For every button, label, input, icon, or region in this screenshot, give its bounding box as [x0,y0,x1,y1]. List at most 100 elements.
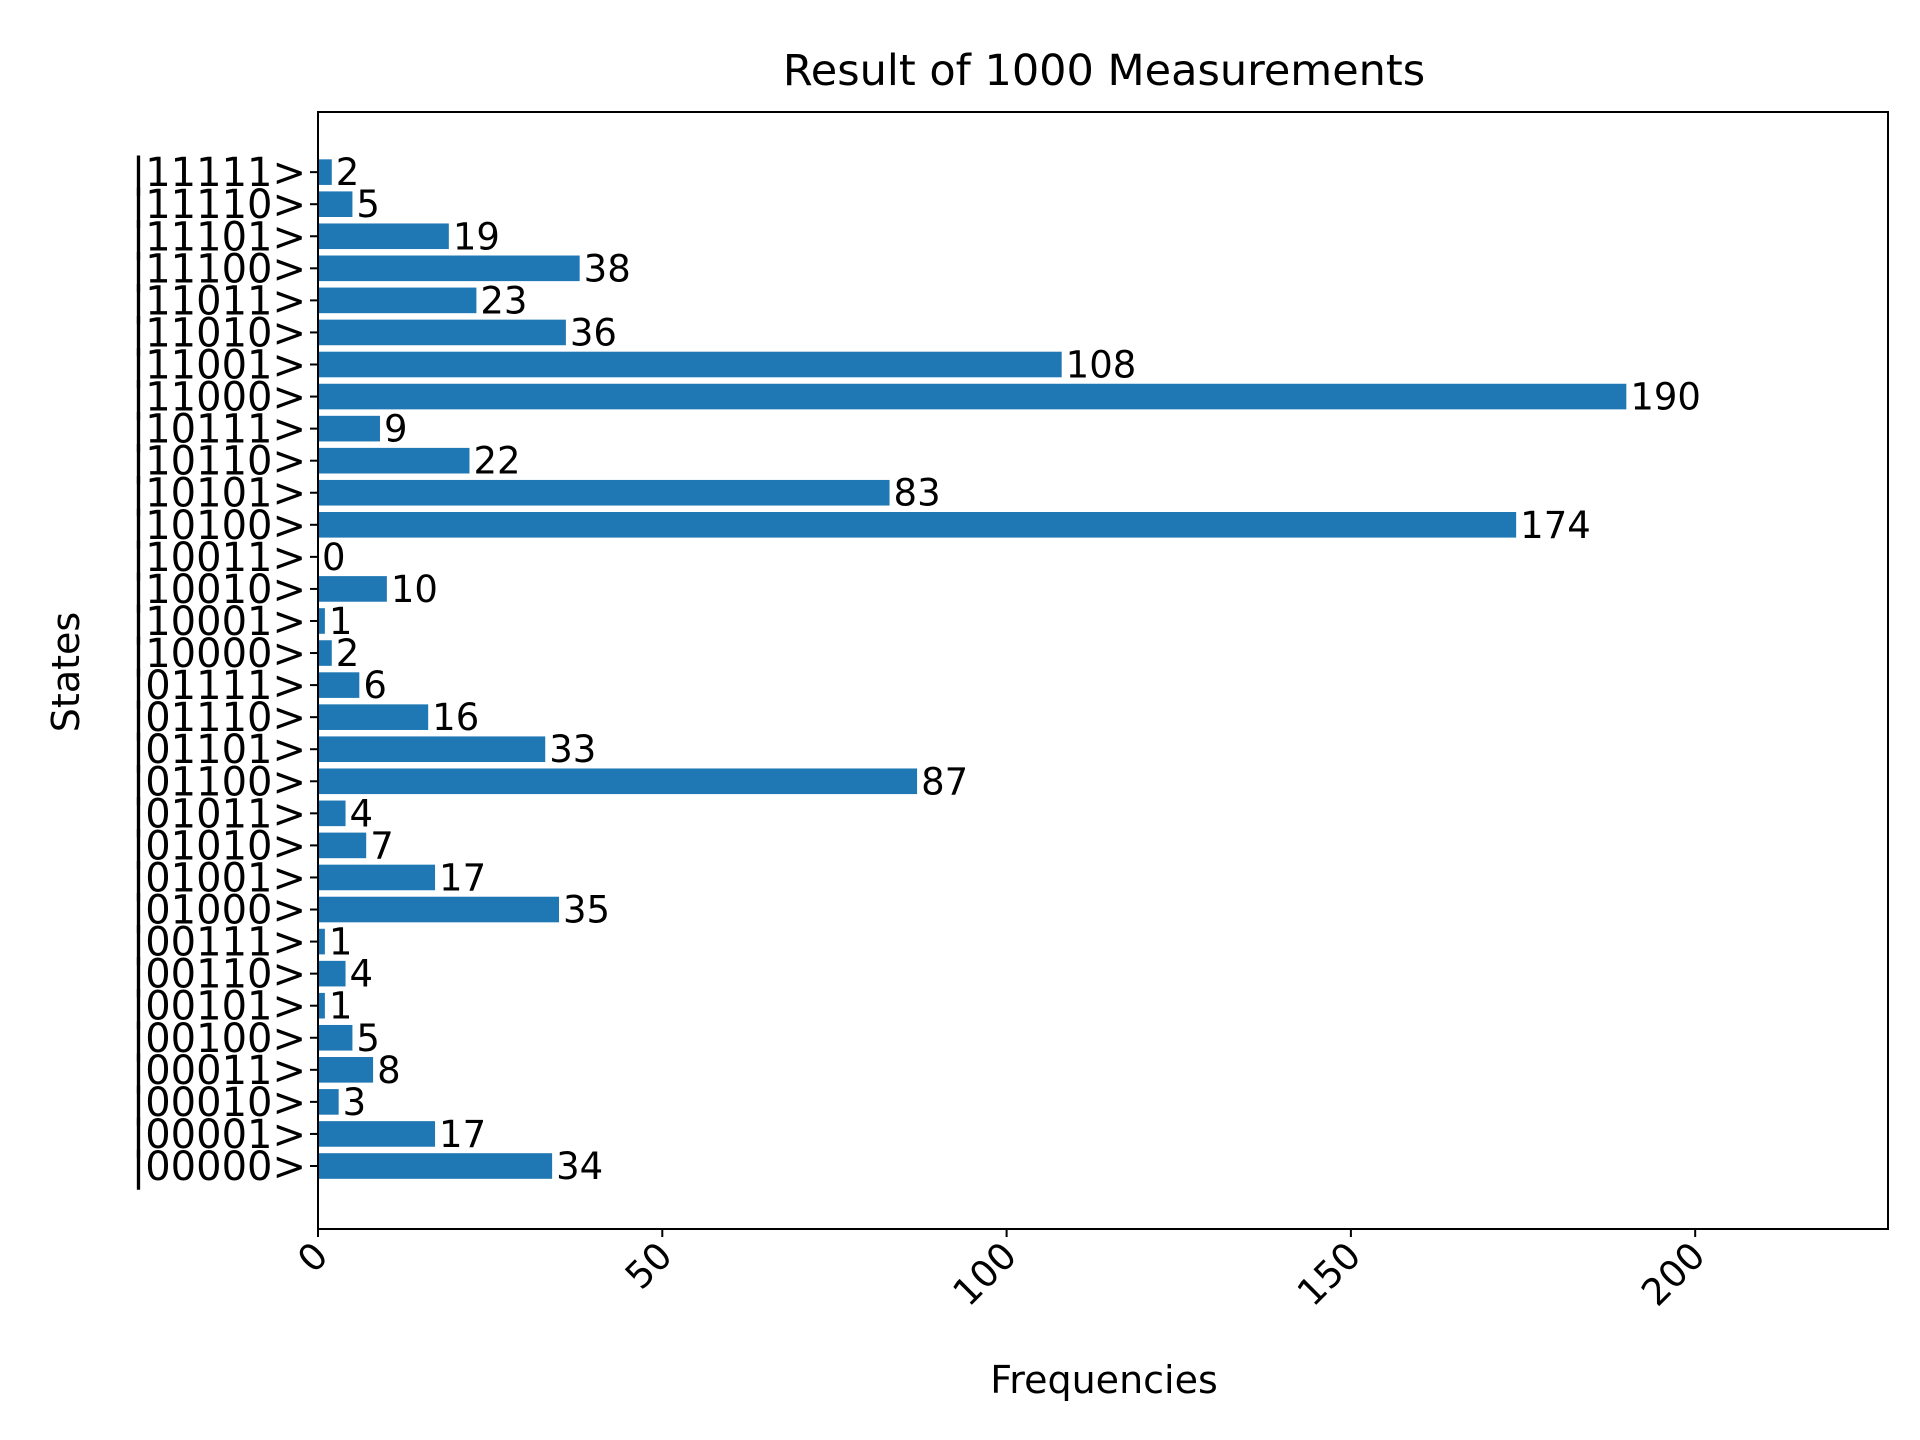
x-tick-label: 150 [1289,1234,1369,1314]
bar-value-label: 17 [439,856,486,899]
y-tick-label: |10111> [132,407,306,453]
y-tick-label: |00111> [132,920,306,966]
y-tick-label: |11000> [132,375,306,421]
bar [318,576,387,602]
bar [318,1121,436,1147]
value-labels-group: 3417385141351774873316621100174832291901… [322,151,1701,1188]
y-tick-label: |11111> [132,150,306,196]
bar-value-label: 17 [439,1113,486,1156]
y-tick-label: |00001> [132,1112,306,1158]
y-tick-label: |11100> [132,246,306,292]
y-axis-label: States [44,612,88,732]
y-tick-label: |10000> [132,631,306,677]
bar-value-label: 5 [356,1017,380,1060]
bar-value-label: 19 [453,215,500,258]
y-tick-label: |11001> [132,343,306,389]
bar [318,832,367,859]
y-tick-label: |00010> [132,1080,306,1126]
bar [318,351,1062,378]
bar [318,608,325,634]
y-tick-label: |01100> [132,759,306,805]
bar-value-label: 8 [377,1049,401,1092]
y-tick-label: |01110> [132,695,306,741]
bar [318,319,566,346]
bar-value-label: 2 [336,632,360,675]
y-tick-label: |01001> [132,855,306,901]
bar-value-label: 9 [384,408,408,451]
bar-value-label: 7 [370,824,394,867]
y-tick-label: |10110> [132,439,306,485]
bar-value-label: 33 [549,728,596,771]
bar-value-label: 22 [473,440,520,483]
y-tick-label: |11110> [132,182,306,228]
x-tick-label: 0 [289,1234,336,1281]
bar [318,992,325,1019]
x-tick-label: 50 [617,1234,681,1298]
bar-value-label: 174 [1520,504,1591,547]
bar [318,640,332,666]
bars-group [318,159,1627,1179]
bar [318,159,332,185]
bar [318,479,890,506]
bar-value-label: 1 [329,600,353,643]
bar [318,800,346,827]
bar-value-label: 35 [563,889,610,932]
bar-value-label: 4 [350,792,374,835]
y-tick-label: |01011> [132,791,306,837]
bar [318,447,470,474]
bar [318,287,477,314]
bar-value-label: 36 [570,311,617,354]
bar [318,928,325,955]
bar-value-label: 34 [556,1145,603,1188]
bar [318,223,449,250]
bar-value-label: 0 [322,536,346,579]
bar [318,1153,553,1179]
bar-value-label: 87 [921,760,968,803]
bar-value-label: 83 [894,472,941,515]
bar [318,255,580,282]
bar [318,736,546,763]
bar-value-label: 1 [329,921,353,964]
y-tick-label: |00110> [132,952,306,998]
bar-value-label: 3 [343,1081,367,1124]
bar-value-label: 38 [584,247,631,290]
y-tick-label: |01111> [132,663,306,709]
x-axis-label: Frequencies [990,1358,1218,1402]
y-tick-label: |10001> [132,599,306,645]
y-tick-label: |00000> [132,1144,306,1190]
bar [318,704,429,730]
y-tick-label: |01000> [132,888,306,934]
bar-value-label: 10 [391,568,438,611]
y-tick-label: |01010> [132,823,306,869]
y-tick-label: |11010> [132,310,306,356]
bar [318,768,918,795]
y-tick-label: |00011> [132,1048,306,1094]
chart-title: Result of 1000 Measurements [783,46,1425,96]
bar-value-label: 108 [1066,344,1137,387]
y-tick-label: |11011> [132,278,306,324]
y-tick-label: |00100> [132,1016,306,1062]
x-tick-label: 200 [1633,1234,1713,1314]
bar [318,672,360,698]
bar [318,864,436,891]
x-axis-ticks: 0 50 100 150 200 [289,1229,1714,1314]
y-tick-label: |10010> [132,567,306,613]
bar [318,1057,374,1083]
y-tick-label: |01101> [132,727,306,773]
bar [318,960,346,987]
x-tick-label: 100 [945,1234,1025,1314]
bar-value-label: 23 [480,279,527,322]
y-tick-label: |10011> [132,535,306,581]
bar [318,415,380,442]
bar [318,191,353,217]
y-tick-label: |00101> [132,984,306,1030]
bar-value-label: 5 [356,183,380,226]
bar-value-label: 1 [329,985,353,1028]
y-tick-label: |10100> [132,503,306,549]
y-tick-label: |11101> [132,214,306,260]
bar [318,1089,339,1115]
bar [318,512,1517,538]
bar-value-label: 2 [336,151,360,194]
bar [318,896,560,923]
bar-value-label: 190 [1630,376,1701,419]
